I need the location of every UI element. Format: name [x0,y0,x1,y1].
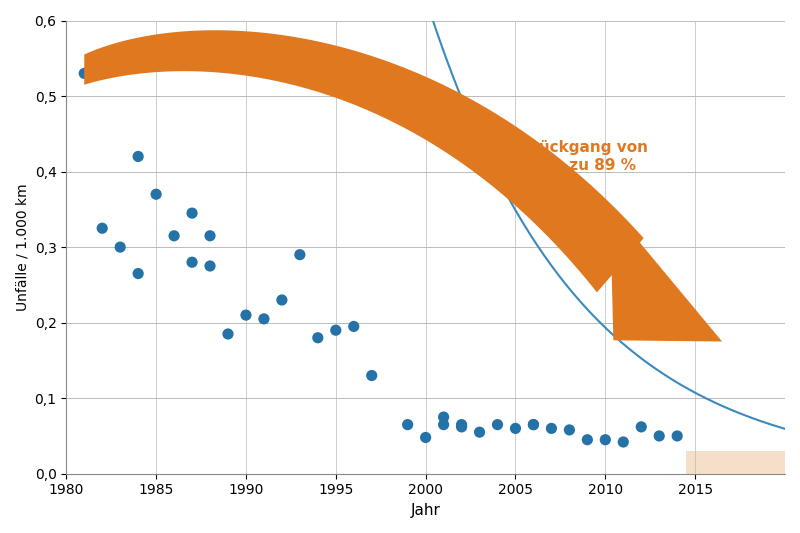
Point [419,433,432,442]
Point [114,243,126,252]
Point [132,269,145,278]
Point [275,296,288,304]
Point [239,311,252,319]
Point [204,262,217,270]
Polygon shape [84,30,644,293]
Point [168,231,181,240]
Point [347,322,360,330]
Y-axis label: Unfälle / 1.000 km: Unfälle / 1.000 km [15,183,29,311]
Point [653,432,666,440]
X-axis label: Jahr: Jahr [410,503,441,518]
Point [186,258,198,266]
Point [150,190,162,198]
Point [473,428,486,437]
Point [96,224,109,232]
Point [455,421,468,429]
Point [204,231,217,240]
Point [438,421,450,429]
Point [563,426,576,434]
Point [599,435,612,444]
Point [438,413,450,421]
Point [402,421,414,429]
Point [455,423,468,431]
Point [491,421,504,429]
Point [670,432,683,440]
Point [581,435,594,444]
Point [186,209,198,217]
Point [617,438,630,446]
Point [527,421,540,429]
Point [527,421,540,429]
Point [311,334,324,342]
Point [509,424,522,433]
Point [635,423,648,431]
Text: Rückgang von
bis zu 89 %: Rückgang von bis zu 89 % [527,140,648,173]
Point [132,152,145,161]
Point [366,372,378,380]
Bar [686,451,785,474]
Polygon shape [610,207,722,342]
Point [222,330,234,338]
Point [330,326,342,335]
Point [78,69,90,78]
Point [294,251,306,259]
Point [258,314,270,323]
Point [545,424,558,433]
